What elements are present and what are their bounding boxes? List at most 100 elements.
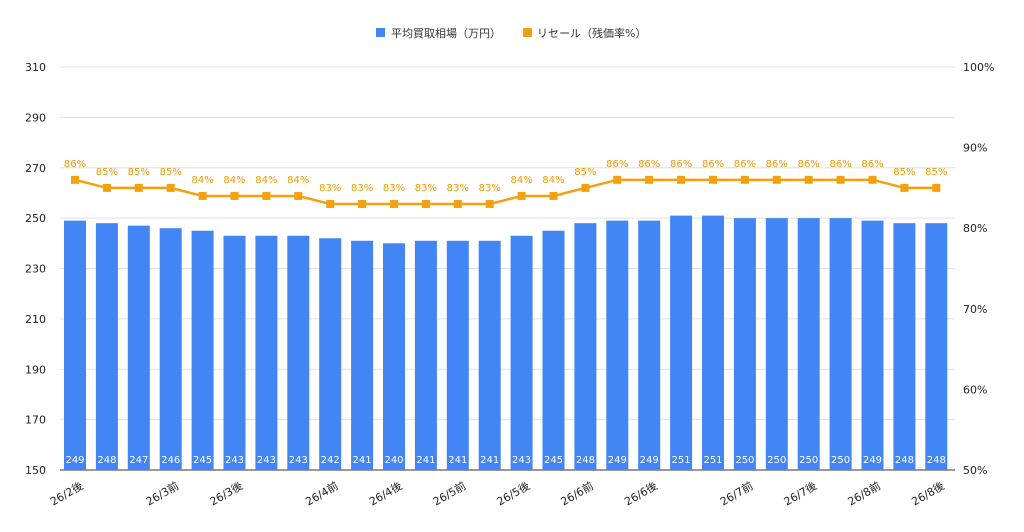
y-left-tick-label: 250	[25, 212, 46, 225]
bar-value-label: 241	[416, 455, 435, 466]
y-left-tick-label: 270	[25, 162, 46, 175]
y-left-tick-label: 210	[25, 313, 46, 326]
bar-value-label: 250	[767, 455, 786, 466]
bar	[255, 235, 278, 470]
x-tick-label: 26/7前	[717, 478, 755, 508]
bar	[191, 230, 214, 470]
line-value-label: 86%	[734, 159, 756, 170]
line-point-marker	[166, 183, 175, 192]
legend-swatch-line	[523, 28, 532, 37]
x-tick-label: 26/2後	[48, 478, 86, 508]
line-value-label: 84%	[542, 175, 564, 186]
x-tick-label: 26/3前	[143, 478, 181, 508]
y-right-tick-label: 60%	[963, 383, 987, 396]
y-left-tick-label: 310	[25, 61, 46, 74]
legend: 平均買取相場（万円） リセール（残価率%）	[376, 26, 646, 40]
legend-label-line: リセール（残価率%）	[537, 26, 646, 40]
x-tick-label: 26/8後	[909, 478, 947, 508]
line-point-marker	[517, 191, 526, 200]
line-point-marker	[262, 191, 271, 200]
line-value-label: 86%	[702, 159, 724, 170]
x-tick-label: 26/4前	[303, 478, 341, 508]
bar	[351, 240, 374, 470]
line-value-label: 84%	[287, 175, 309, 186]
line-point-marker	[772, 175, 781, 184]
bar	[638, 220, 661, 470]
line-point-marker	[740, 175, 749, 184]
line-point-marker	[836, 175, 845, 184]
line-value-label: 86%	[798, 159, 820, 170]
bar	[223, 235, 246, 470]
bar	[606, 220, 629, 470]
bar	[861, 220, 884, 470]
bar-value-label: 251	[672, 455, 691, 466]
y-right-tick-label: 80%	[963, 222, 987, 235]
line-point-marker	[932, 183, 941, 192]
line-value-label: 86%	[766, 159, 788, 170]
left-axis: 150 170 190 210 230 250 270 290 310	[25, 61, 46, 477]
line-value-label: 83%	[351, 183, 373, 194]
bar-value-label: 241	[480, 455, 499, 466]
bar-value-label: 243	[257, 455, 276, 466]
bar-value-label: 246	[161, 455, 180, 466]
bar	[670, 215, 693, 470]
line-value-label: 86%	[670, 159, 692, 170]
x-tick-label: 26/4後	[367, 478, 405, 508]
line-point-marker	[198, 191, 207, 200]
y-left-tick-label: 230	[25, 263, 46, 276]
bar-value-label: 243	[289, 455, 308, 466]
y-right-tick-label: 70%	[963, 303, 987, 316]
bar	[383, 243, 405, 470]
line-value-label: 85%	[893, 167, 915, 178]
line-value-label: 85%	[160, 167, 182, 178]
line-point-marker	[549, 191, 558, 200]
bar	[893, 223, 916, 470]
resale-line	[74, 178, 937, 206]
line-value-label: 85%	[128, 167, 150, 178]
line-point-marker	[294, 191, 303, 200]
line-value-label: 83%	[447, 183, 469, 194]
y-left-tick-label: 150	[25, 464, 46, 477]
bar	[510, 235, 533, 470]
line-value-label: 84%	[223, 175, 245, 186]
bar-value-label: 245	[193, 455, 212, 466]
bar-value-label: 241	[448, 455, 467, 466]
x-tick-label: 26/5前	[430, 478, 468, 508]
bar-value-label: 249	[863, 455, 882, 466]
bar-value-label: 248	[97, 455, 116, 466]
bar	[159, 228, 182, 470]
line-series	[71, 175, 941, 209]
bar-value-label: 249	[640, 455, 659, 466]
bar	[446, 240, 469, 470]
bar-value-label: 250	[831, 455, 850, 466]
bar-value-label: 248	[895, 455, 914, 466]
legend-swatch-bars	[376, 28, 385, 37]
line-value-label: 84%	[255, 175, 277, 186]
line-point-marker	[804, 175, 813, 184]
bar	[542, 230, 565, 470]
legend-label-bars: 平均買取相場（万円）	[391, 27, 501, 40]
x-tick-label: 26/8前	[845, 478, 883, 508]
bar	[733, 218, 756, 470]
bar	[414, 240, 437, 470]
line-point-marker	[900, 183, 909, 192]
x-tick-label: 26/6前	[558, 478, 596, 508]
line-value-label: 85%	[574, 167, 596, 178]
line-point-marker	[677, 175, 686, 184]
line-point-marker	[358, 200, 367, 209]
x-axis: 26/2後 26/3前 26/3後 26/4前 26/4後 26/5前 26/5後 26/6前…	[48, 478, 947, 508]
line-point-marker	[230, 191, 239, 200]
y-left-tick-label: 290	[25, 111, 46, 124]
line-value-label: 85%	[925, 167, 947, 178]
bar-series	[64, 215, 948, 470]
line-value-label: 83%	[383, 183, 405, 194]
bar-value-label: 240	[384, 455, 403, 466]
bar	[319, 238, 342, 470]
bar	[95, 223, 118, 470]
bar	[797, 218, 820, 470]
line-value-label: 83%	[479, 183, 501, 194]
bar-value-label: 248	[576, 455, 595, 466]
bar-value-label: 247	[129, 455, 148, 466]
line-data-labels: 86% 85% 85% 85% 84% 84% 84% 84% 83% 83% 83% 83% 83% 8…	[64, 159, 948, 194]
